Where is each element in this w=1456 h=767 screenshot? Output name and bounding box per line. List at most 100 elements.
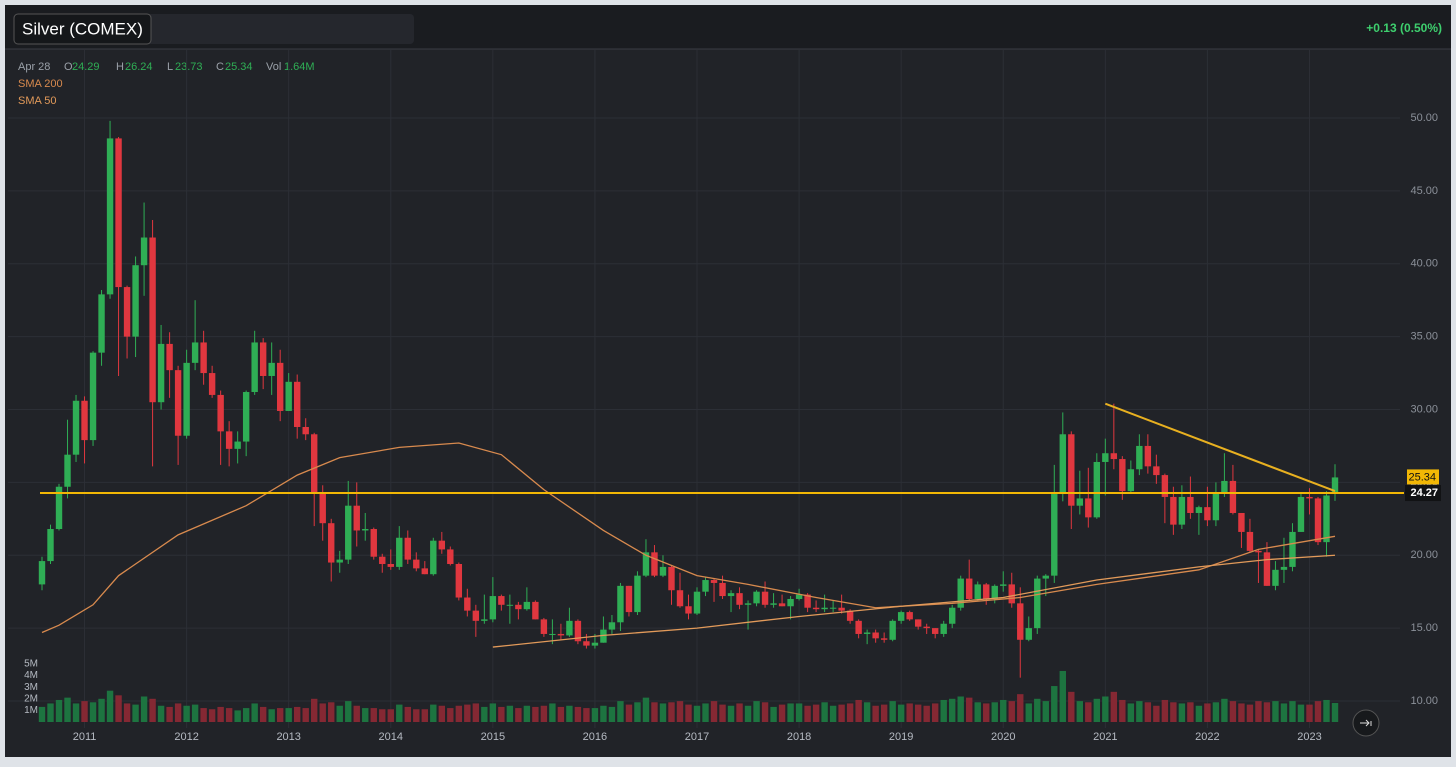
candle-body <box>855 620 862 634</box>
candle-body <box>115 138 122 288</box>
candle-body <box>966 578 973 599</box>
candle-body <box>140 237 148 266</box>
y-tick-label: 30.00 <box>1410 403 1438 415</box>
x-tick-label: 2019 <box>889 731 913 743</box>
volume-bar <box>642 697 650 722</box>
volume-bar <box>396 704 403 722</box>
volume-bar <box>293 706 301 722</box>
candle-body <box>370 529 377 557</box>
volume-bar <box>855 699 862 722</box>
candle-body <box>634 575 641 613</box>
volume-tick-label: 3M <box>24 682 38 693</box>
volume-bar <box>362 708 369 722</box>
candle-body <box>1153 466 1160 476</box>
volume-bar <box>685 704 692 722</box>
volume-bar <box>1017 694 1024 722</box>
candle-body <box>744 603 752 605</box>
candle-body <box>489 596 497 620</box>
volume-bar <box>736 703 743 722</box>
candle-body <box>923 626 930 629</box>
info-label: C <box>216 61 224 73</box>
info-label: O <box>64 61 73 73</box>
volume-bar <box>625 704 633 722</box>
candle-body <box>889 620 896 640</box>
candle-body <box>302 426 309 435</box>
info-date: Apr 28 <box>18 61 50 73</box>
candle-body <box>421 568 428 575</box>
volume-bar <box>659 703 667 722</box>
candle-body <box>362 529 369 531</box>
volume-bar <box>1068 691 1075 722</box>
volume-bar <box>1136 701 1143 722</box>
candle-body <box>906 612 913 620</box>
volume-bar <box>753 701 760 722</box>
volume-bar <box>1102 696 1109 722</box>
sma-line <box>41 442 1336 634</box>
candle-body <box>693 591 701 614</box>
candle-body <box>166 343 173 371</box>
volume-bar <box>89 702 97 722</box>
volume-bar <box>702 703 709 722</box>
volume-bar <box>1153 705 1160 722</box>
candle-body <box>1314 498 1322 543</box>
volume-bar <box>949 698 956 722</box>
volume-bar <box>166 706 173 722</box>
candle-body <box>702 580 709 592</box>
candle-body <box>242 392 250 442</box>
candle-body <box>1212 492 1220 521</box>
x-tick-label: 2013 <box>276 731 300 743</box>
info-label: Vol <box>266 61 281 73</box>
candle-body <box>566 620 573 636</box>
volume-tick-label: 1M <box>24 705 38 716</box>
volume-bar <box>1008 701 1015 722</box>
candle-body <box>1025 628 1032 640</box>
volume-bar <box>863 702 871 722</box>
price-label: 25.34 <box>1408 471 1436 483</box>
candle-body <box>668 566 675 591</box>
candle-body <box>251 342 258 393</box>
candle-body <box>625 585 633 613</box>
candle-body <box>149 237 156 403</box>
volume-bar <box>353 705 360 722</box>
candle-body <box>642 552 650 576</box>
volume-bar <box>1025 703 1032 722</box>
volume-bar <box>1229 701 1237 722</box>
y-tick-label: 15.00 <box>1410 622 1438 634</box>
volume-bar <box>1263 702 1271 722</box>
title-box <box>13 13 152 45</box>
expand-button[interactable] <box>1352 709 1380 737</box>
info-value: 1.64M <box>284 61 315 73</box>
candle-body <box>268 362 275 376</box>
volume-bar <box>1331 702 1339 722</box>
volume-bar <box>991 702 998 722</box>
volume-bar <box>183 705 190 722</box>
volume-bar <box>1161 699 1169 722</box>
candle-body <box>404 537 411 560</box>
candle-body <box>761 591 769 605</box>
candle-body <box>481 619 488 621</box>
volume-bar <box>532 706 539 722</box>
candle-body <box>191 342 199 363</box>
candle-body <box>132 265 139 337</box>
volume-bar <box>387 709 394 722</box>
candle-body <box>1051 494 1058 576</box>
candle-body <box>983 584 990 599</box>
volume-bar <box>1280 703 1288 722</box>
volume-bar <box>336 705 343 722</box>
volume-bar <box>600 705 607 722</box>
candle-body <box>1297 496 1305 532</box>
volume-bar <box>1255 701 1262 722</box>
volume-bar <box>1272 701 1279 722</box>
volume-bar <box>557 706 565 722</box>
volume-bar <box>787 703 794 722</box>
candle-body <box>583 641 590 646</box>
x-tick-label: 2017 <box>685 731 709 743</box>
volume-bar <box>693 705 701 722</box>
candle-body <box>72 400 80 455</box>
volume-bar <box>719 704 726 722</box>
x-tick-label: 2021 <box>1093 731 1117 743</box>
volume-bar <box>966 697 973 722</box>
candle-body <box>438 540 446 550</box>
candle-body <box>821 607 828 610</box>
candle-body <box>846 610 854 621</box>
